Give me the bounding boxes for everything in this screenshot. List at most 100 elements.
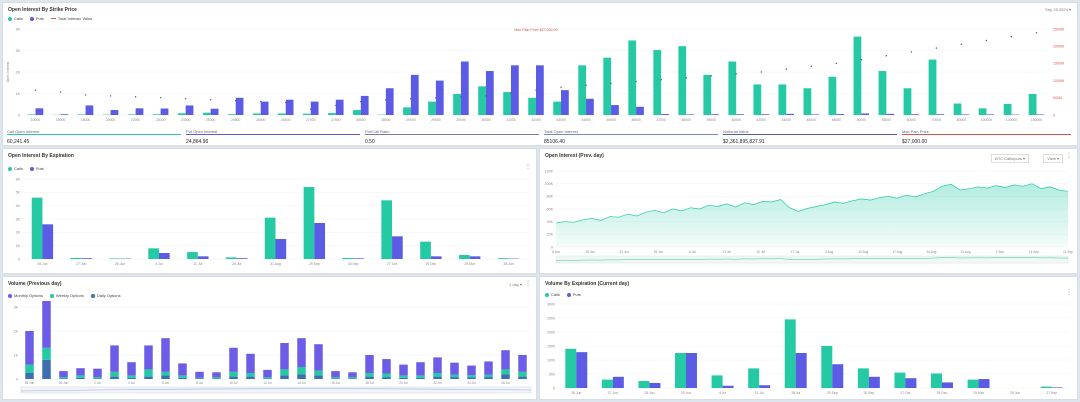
volume_prev-bar-weekly-options [331,377,340,379]
legend-puts-label: Puts [35,166,44,171]
legend-calls[interactable]: Calls [545,292,560,297]
calls-puts-label: BTC Calls/puts [995,156,1022,161]
legend-monthly[interactable]: Monthly Options [8,293,43,298]
navigator-line [20,388,532,392]
oi_expiration-x-tick: 29 Mar [464,262,475,266]
volume_prev-bar-monthly-options [501,350,510,370]
oi_strike-bar-calls [227,114,236,115]
oi-history-x-tick: 3 Aug [825,250,833,254]
legend-puts-dot [566,292,571,297]
period-selector[interactable]: 1 day ▾ [509,282,522,287]
volume_expiration-bar-puts [722,385,734,388]
volume_expiration-x-tick: 26 Jun [571,391,581,395]
volume_prev-bar-monthly-options [365,355,374,373]
oi_strike-bar-calls [978,108,987,115]
volume_prev-bar-monthly-options [297,338,306,367]
volume-prev-day-panel: Volume (Previous day) 1 day ▾ ⋮ Monthly … [2,276,537,400]
legend-calls[interactable]: Calls [8,16,23,21]
volume_prev-bar-daily-options [331,378,340,379]
oi_strike-x-tick: 150000 [1031,118,1042,122]
legend-calls[interactable]: Calls [8,166,23,171]
oi-history-panel: Open Interest (Prev. day) BTC Calls/puts… [539,148,1078,274]
oi_expiration-x-tick: 25 Jul [232,262,241,266]
oi_strike-bar-puts [1036,114,1045,115]
volume-exp-title: Volume By Expiration (Current day) [545,281,630,287]
stat-put-call-ratio: Put/Call Ratio 0.50 [365,127,543,147]
volume-exp-chart: 0 500 1000 1500 2000 2500 3000 26 Jun 27 Jun 28 J… [547,302,1070,395]
oi-history-x-tick: 24 Aug [926,250,936,254]
oi_strike-bar-puts [435,80,444,115]
oi_strike-bar-puts [536,65,544,115]
legend-puts[interactable]: Puts [566,292,581,297]
oi_strike-bar-puts [360,95,369,115]
intrinsic-value-point [134,96,137,98]
volume-prev-menu-icon[interactable]: ⋮ [525,281,531,287]
oi_strike-bar-calls [127,114,136,115]
oi_strike-x-tick: 38000 [681,118,691,122]
legend-puts[interactable]: Puts [29,16,44,21]
oi_expiration-bar-puts [275,239,287,259]
intrinsic-value-point [910,51,913,53]
volume_prev-x-tick: 20 Jul [399,381,408,385]
volume_prev-bar-daily-options [433,376,442,379]
oi_strike-x-tick: 36000 [631,118,641,122]
oi_strike-bar-puts [235,97,244,115]
stat-total-oi-label: Total Open Interest [544,129,578,134]
oi_strike-bar-calls [753,84,762,115]
volume_prev-x-tick: 30 Jun [59,381,69,385]
calls-puts-selector[interactable]: BTC Calls/puts ▾ [991,154,1029,163]
legend-daily[interactable]: Daily Options [90,293,121,298]
oi_strike-y-tick: 0 [18,113,20,117]
volume_prev-bar-weekly-options [246,373,255,377]
intrinsic-value-point [84,94,87,96]
intrinsic-value-point [610,82,612,85]
volume_expiration-bar-puts [612,376,624,388]
volume_prev-x-tick: 22 Jul [433,381,442,385]
oi_expiration-x-tick: 27 Oct [387,262,397,266]
oi_strike-y-tick: 4K [16,27,21,31]
oi_strike-x-tick: 44000 [782,118,792,122]
legend-weekly[interactable]: Weekly Options [49,293,84,298]
date-selector[interactable]: Sep 25 2024 ▾ [1045,7,1071,12]
oi-expiration-menu-icon[interactable]: ⋮ [525,164,531,170]
volume_prev-bar-daily-options [501,374,510,379]
view-selector[interactable]: View ▾ [1043,154,1063,163]
volume_prev-bar-monthly-options [382,359,391,374]
intrinsic-value-point [235,99,237,102]
oi_strike-x-tick: 10000 [31,118,41,122]
volume_prev-bar-weekly-options [76,375,85,378]
volume_prev-bar-weekly-options [110,371,119,377]
oi_strike-bar-calls [553,101,562,115]
volume_prev-bar-monthly-options [314,344,323,371]
oi_strike-bar-calls [628,40,637,115]
volume_prev-bar-weekly-options [93,377,102,379]
oi_strike-bar-puts [686,114,694,115]
volume_prev-bar-daily-options [416,377,425,379]
oi_strike-bar-calls [703,74,712,115]
oi_expiration-bar-puts [430,256,442,259]
intrinsic-value-point [535,89,537,91]
oi_expiration-bar-calls [497,258,509,259]
volume_prev-bar-weekly-options [450,374,459,378]
oi-history-menu-icon[interactable]: ⋮ [1066,153,1072,159]
volume_expiration-bar-puts [759,385,771,388]
oi_history-y-tick: 60K [547,207,554,211]
volume_expiration-x-tick: 11 Jul [755,391,764,395]
volume_prev-bar-weekly-options [161,371,170,376]
legend-puts[interactable]: Puts [29,166,44,171]
legend-monthly-dot [8,293,12,298]
oi_strike-x-tick: 28000 [356,118,366,122]
oi_history-y-tick: 20K [547,233,554,237]
oi_strike-bar-puts [786,113,795,115]
legend-intrinsic[interactable]: Total Intrinsic Value [50,16,92,21]
oi_strike-bar-puts [561,90,569,115]
chevron-down-icon: ▾ [519,282,522,287]
volume-exp-menu-icon[interactable]: ⋮ [1066,290,1072,296]
volume_prev-x-tick: 24 Jul [467,381,476,385]
oi_expiration-y-tick: 6K [16,177,21,181]
volume_prev-bar-monthly-options [348,372,357,378]
volume_prev-bar-monthly-options [161,338,170,372]
volume_prev-x-tick: 2 Jul [94,381,101,385]
volume_prev-bar-weekly-options [127,375,136,378]
oi_strike-bar-puts [185,105,194,115]
